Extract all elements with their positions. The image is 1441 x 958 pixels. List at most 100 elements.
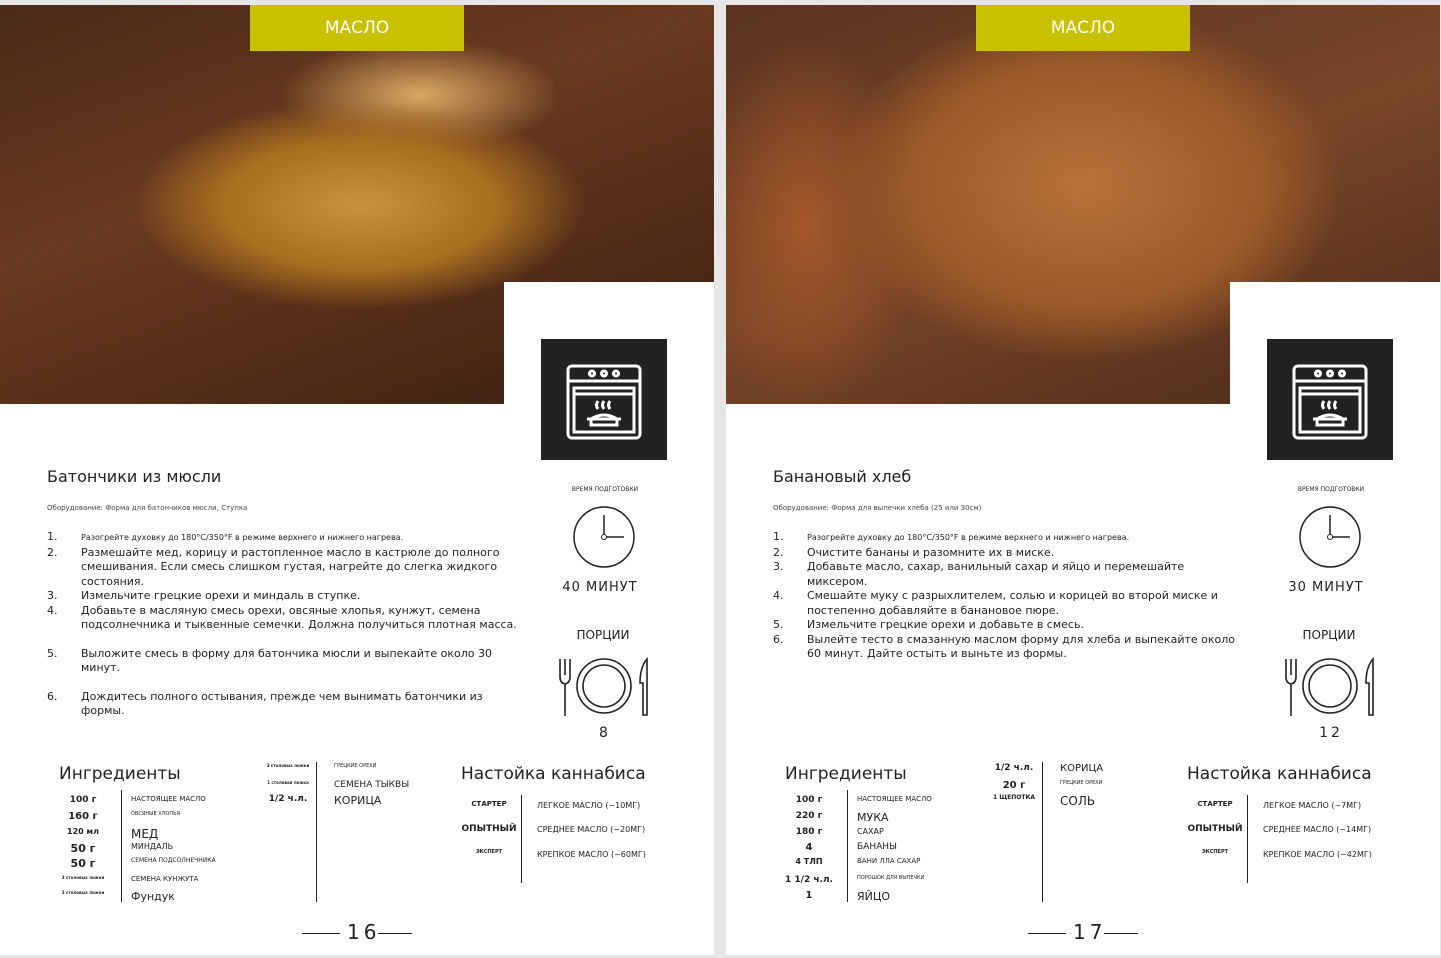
page-number: 16 (347, 920, 381, 944)
step-text: Выложите смесь в форму для батончика мюс… (81, 646, 493, 675)
step-number: 6. (47, 689, 58, 703)
step-item: 6. Дождитесь полного остывания, прежде че… (47, 690, 517, 719)
ingredient-amount: 20 г (1002, 780, 1026, 791)
ingredient-amount: 180 г (795, 827, 823, 837)
step-text: Добавьте масло, сахар, ванильный сахар и… (807, 560, 1185, 588)
ingredients-divider (847, 790, 848, 902)
prep-time-label: ВРЕМЯ ПОДГОТОВКИ (571, 486, 639, 493)
page-right: МАСЛО Банановый хлеб Оборудование: Форма д… (726, 5, 1440, 955)
steps-list: 1. Разогрейте духовку до 180°C/350°F в ре… (773, 530, 1243, 662)
servings-value: 8 (599, 725, 611, 741)
step-text: Разогрейте духовку до 180°C/350°F в режи… (81, 533, 404, 542)
recipe-title: Батончики из мюсли (47, 467, 222, 486)
ingredients-divider (121, 790, 122, 902)
step-text: Разогрейте духовку до 180°C/350°F в режи… (807, 533, 1130, 542)
step-number: 4. (773, 589, 784, 602)
ingredient-amount: 1/2 ч.л. (994, 763, 1034, 773)
step-number: 2. (773, 545, 784, 559)
ingredient-name: МИНДАЛЬ (131, 842, 174, 851)
page-number-line-right (1104, 933, 1138, 934)
cannabis-heading: Настойка каннабиса (461, 764, 646, 784)
step-number: 3. (773, 560, 784, 573)
dosage-oil: КРЕПКОЕ МАСЛО (~42МГ) (1263, 850, 1372, 859)
dosage-oil: ЛЕГКОЕ МАСЛО (~10МГ) (537, 801, 641, 810)
step-text: Вылейте тесто в смазанную маслом форму д… (807, 632, 1236, 661)
page-number: 17 (1073, 920, 1107, 944)
step-item: 2. Размешайте мед, корицу и растопленное … (47, 546, 517, 590)
dosage-level: ЭКСПЕРТ (1201, 849, 1229, 855)
prep-time-label: ВРЕМЯ ПОДГОТОВКИ (1297, 486, 1365, 493)
dosage-oil: СРЕДНЕЕ МАСЛО (~14МГ) (1263, 825, 1372, 834)
ingredients-divider-2 (1042, 762, 1043, 902)
dosage-level: СТАРТЕР (1197, 800, 1233, 808)
ingredient-name: САХАР (857, 827, 884, 836)
page-number-line-left (1028, 933, 1066, 934)
ingredient-amount: 1 ЩЕПОТКА (992, 794, 1036, 801)
step-item: 4. Добавьте в масляную смесь орехи, овсян… (47, 604, 517, 633)
ingredient-name: ЯЙЦО (857, 890, 891, 903)
prep-time-value: 30 МИНУТ (1288, 580, 1364, 595)
ingredient-amount: 100 г (795, 795, 823, 805)
ingredient-amount: 50 г (70, 857, 96, 870)
step-number: 1. (47, 530, 58, 543)
steps-list: 1. Разогрейте духовку до 180°C/350°F в ре… (47, 530, 517, 719)
step-number: 3. (47, 589, 58, 602)
step-item: 4. Смешайте муку с разрыхлителем, солью и… (773, 589, 1243, 618)
ingredient-amount: 3 столовых ложки (266, 763, 310, 768)
step-item: 5. Измельчите грецкие орехи и добавьте в … (773, 618, 1243, 633)
step-number: 5. (773, 618, 784, 631)
ingredient-amount: 220 г (795, 811, 823, 821)
step-item: 3. Измельчите грецкие орехи и миндаль в с… (47, 589, 517, 604)
step-text: Дождитесь полного остывания, прежде чем … (81, 689, 483, 718)
ingredient-amount: 100 г (69, 795, 97, 805)
equipment-note: Оборудование: Форма для выпечки хлеба (2… (773, 504, 982, 512)
dosage-level: ОПЫТНЫЙ (1187, 824, 1243, 834)
ingredient-amount: 4 ТЛП (795, 857, 823, 866)
ingredient-name: МУКА (857, 811, 889, 824)
step-item: 6. Вылейте тесто в смазанную маслом форму… (773, 633, 1243, 662)
cannabis-divider (1247, 795, 1248, 883)
step-text: Измельчите грецкие орехи и миндаль в сту… (81, 589, 361, 602)
plate-cutlery-icon (1283, 656, 1377, 721)
dosage-level: СТАРТЕР (471, 800, 507, 808)
ingredient-name: СОЛЬ (1060, 794, 1096, 808)
clock-icon (1298, 505, 1362, 573)
ingredient-name: СЕМЕНА ПОДСОЛНЕЧНИКА (131, 857, 216, 864)
servings-value: 12 (1319, 725, 1343, 741)
servings-label: ПОРЦИИ (1302, 628, 1356, 642)
dosage-oil: КРЕПКОЕ МАСЛО (~60МГ) (537, 850, 646, 859)
ingredient-amount: 1 столовая ложка (267, 780, 309, 785)
equipment-note: Оборудование: Форма для батончиков мюсли… (47, 504, 248, 512)
ingredient-name: ВАНИ ЛЛА САХАР (857, 857, 921, 865)
step-number: 5. (47, 646, 58, 660)
plate-cutlery-icon (557, 656, 651, 721)
step-text: Смешайте муку с разрыхлителем, солью и к… (807, 589, 1218, 617)
cannabis-divider (521, 795, 522, 883)
step-text: Очистите бананы и разомните их в миске. (807, 545, 1055, 559)
recipe-title: Банановый хлеб (773, 467, 912, 486)
dosage-oil: СРЕДНЕЕ МАСЛО (~20МГ) (537, 825, 646, 834)
step-item: 2. Очистите бананы и разомните их в миске… (773, 546, 1243, 561)
ingredient-name: НАСТОЯЩЕЕ МАСЛО (131, 795, 206, 803)
dosage-level: ЭКСПЕРТ (475, 849, 503, 855)
step-item: 3. Добавьте масло, сахар, ванильный сахар… (773, 560, 1243, 589)
ingredient-amount: 3 столовых ложки (61, 875, 105, 880)
ingredient-name: КОРИЦА (334, 794, 382, 807)
ingredient-amount: 4 (805, 842, 813, 853)
dosage-level: ОПЫТНЫЙ (461, 824, 517, 834)
step-text: Измельчите грецкие орехи и добавьте в см… (807, 618, 1084, 631)
step-number: 1. (773, 530, 784, 543)
cannabis-heading: Настойка каннабиса (1187, 764, 1372, 784)
ingredient-amount: 3 столовых ложки (61, 890, 105, 895)
ingredient-name: ГРЕЦКИЕ ОРЕХИ (1060, 780, 1103, 786)
step-item: 5. Выложите смесь в форму для батончика м… (47, 647, 517, 676)
step-text: Размешайте мед, корицу и растопленное ма… (81, 545, 500, 588)
category-tag: МАСЛО (250, 5, 464, 51)
step-text: Добавьте в масляную смесь орехи, овсяные… (81, 603, 517, 632)
ingredient-name: ПОРОШОК ДЛЯ ВЫПЕЧКИ (857, 875, 925, 881)
ingredients-heading: Ингредиенты (785, 764, 907, 784)
ingredient-amount: 1/2 ч.л. (268, 794, 308, 804)
page-number-line-left (302, 933, 340, 934)
servings-label: ПОРЦИИ (576, 628, 630, 642)
ingredient-name: ГРЕЦКИЕ ОРЕХИ (334, 763, 377, 769)
